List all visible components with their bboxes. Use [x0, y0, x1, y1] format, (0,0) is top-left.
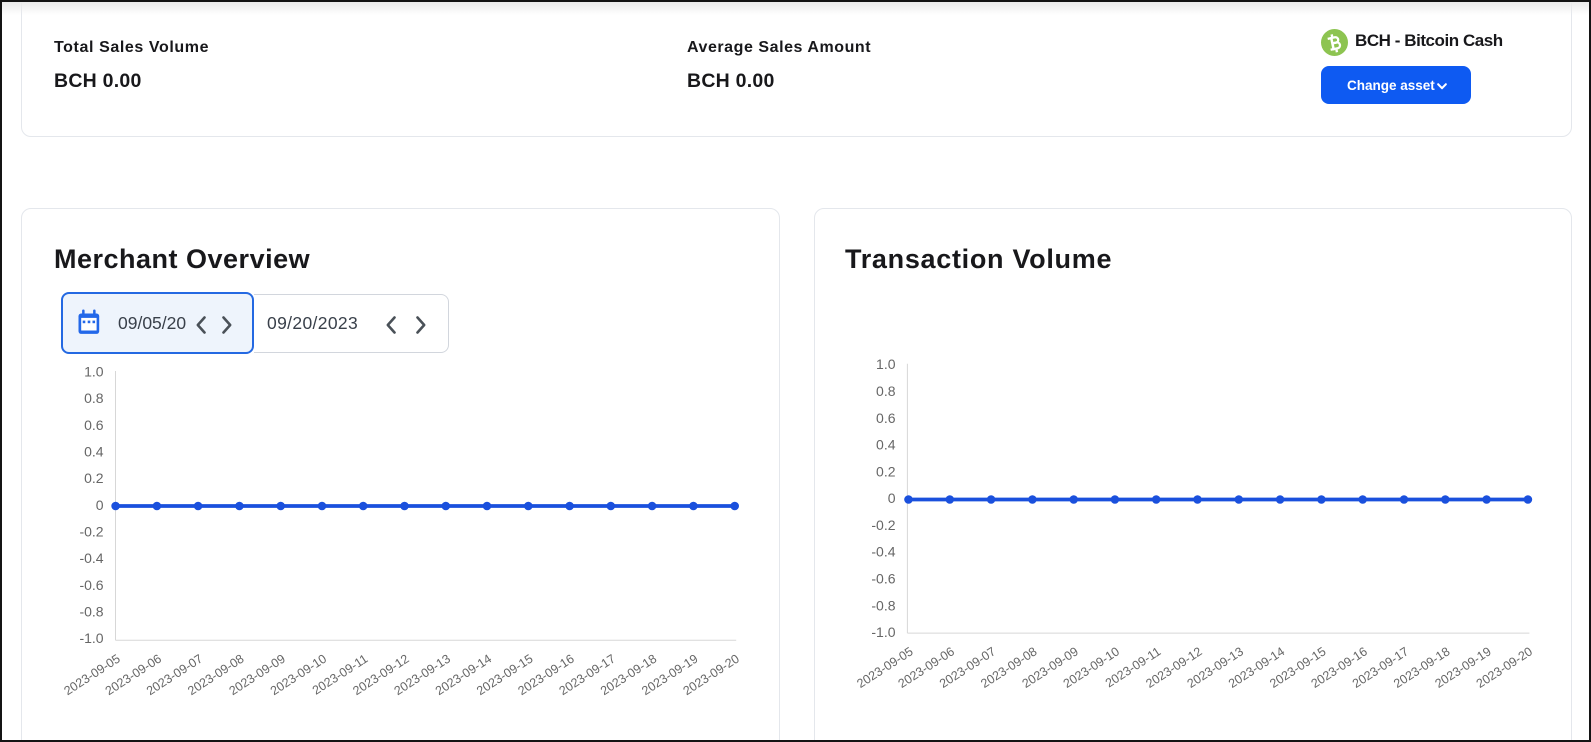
svg-text:-0.4: -0.4	[871, 544, 895, 560]
svg-text:0.2: 0.2	[84, 470, 104, 486]
svg-text:0: 0	[96, 497, 104, 513]
svg-text:1.0: 1.0	[84, 364, 104, 380]
svg-text:-0.6: -0.6	[871, 571, 895, 587]
svg-text:-0.4: -0.4	[79, 550, 103, 566]
svg-text:-1.0: -1.0	[79, 630, 103, 646]
svg-text:-0.8: -0.8	[79, 603, 103, 619]
svg-text:0.8: 0.8	[876, 383, 896, 399]
svg-text:0.8: 0.8	[84, 390, 104, 406]
svg-text:-0.2: -0.2	[871, 517, 895, 533]
svg-text:1.0: 1.0	[876, 356, 896, 372]
svg-text:-0.8: -0.8	[871, 597, 895, 613]
svg-text:-1.0: -1.0	[871, 624, 895, 640]
svg-text:0.6: 0.6	[84, 417, 104, 433]
svg-text:0.6: 0.6	[876, 410, 896, 426]
svg-text:-0.6: -0.6	[79, 577, 103, 593]
svg-text:0.2: 0.2	[876, 463, 896, 479]
svg-text:0: 0	[888, 490, 896, 506]
svg-text:-0.2: -0.2	[79, 524, 103, 540]
svg-text:0.4: 0.4	[84, 444, 104, 460]
svg-text:0.4: 0.4	[876, 437, 896, 453]
